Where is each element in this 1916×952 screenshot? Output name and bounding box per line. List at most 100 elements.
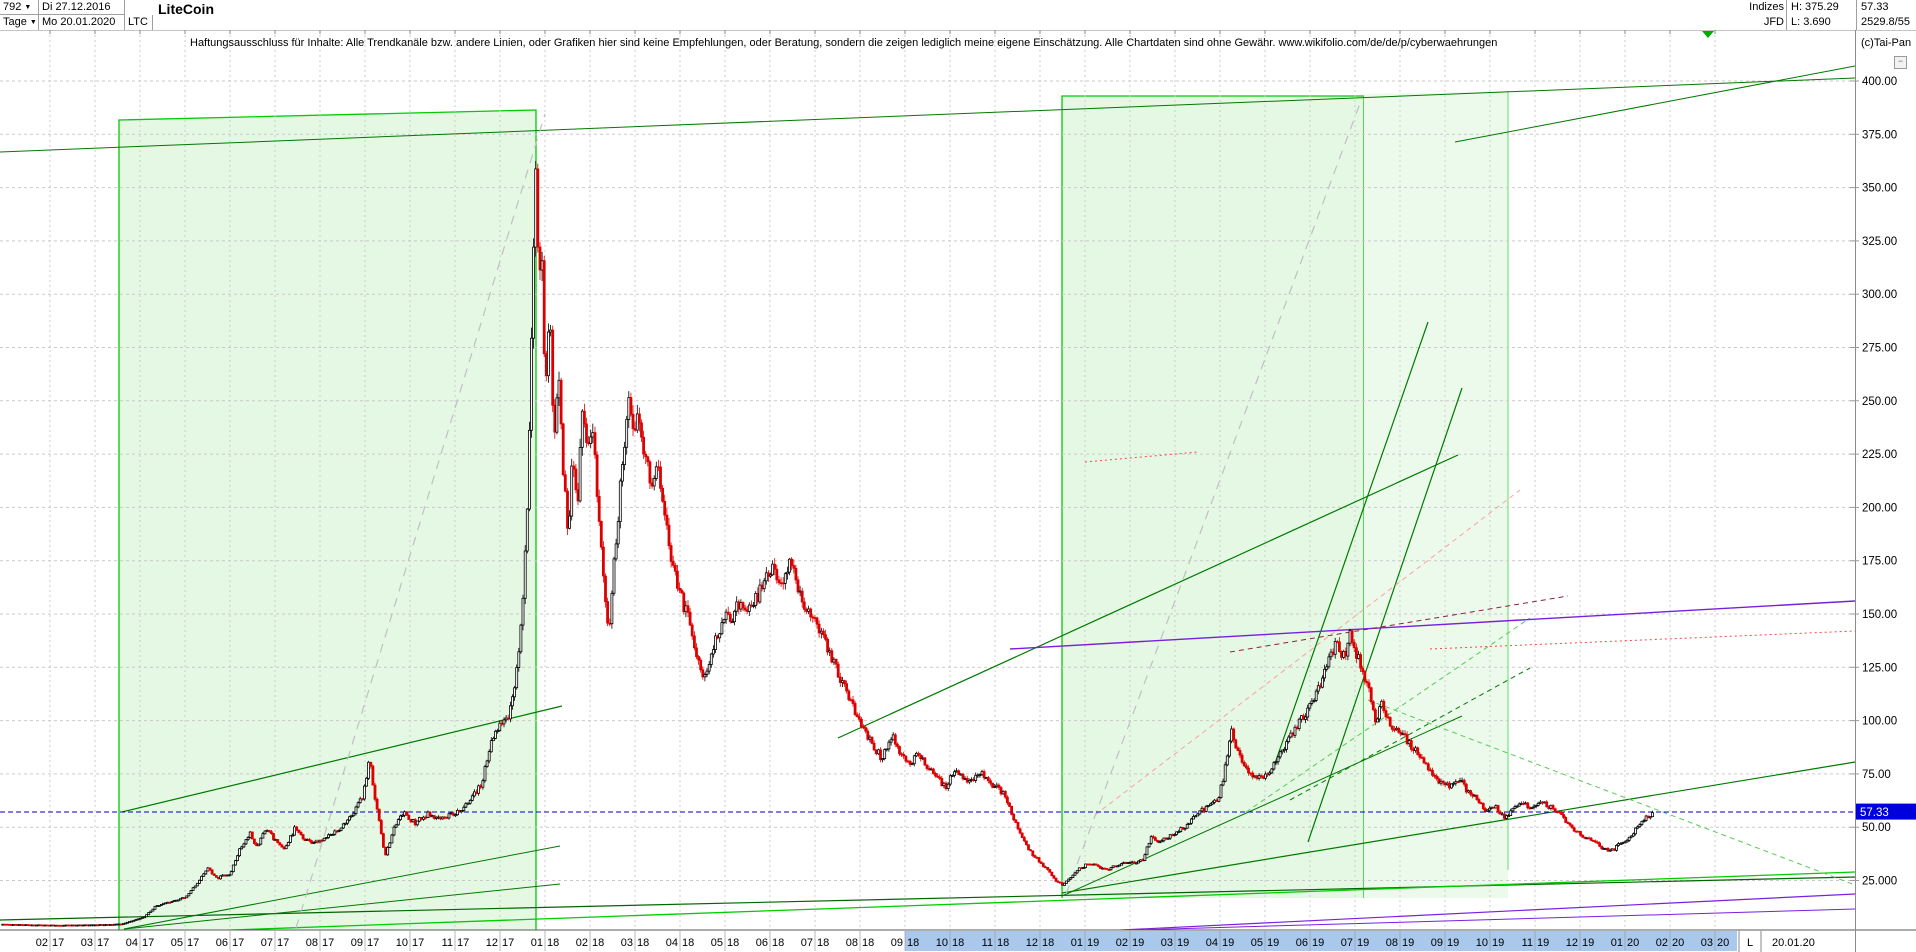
last-bar-date: 20.01.20 [1772, 937, 1815, 949]
x-axis-label-month: 04 [1206, 937, 1218, 949]
x-axis-label-month: 03 [1161, 937, 1173, 949]
collapse-panel-icon[interactable]: − [1894, 56, 1907, 69]
symbol-field[interactable]: LTC [125, 15, 153, 30]
date-from-field[interactable]: Di 27.12.2016 [39, 0, 125, 15]
y-axis-label: 375.00 [1862, 129, 1897, 141]
turnover-value: 2529.8/55 [1861, 16, 1910, 28]
x-axis-label-year: 20 [1672, 937, 1684, 949]
x-axis-label-month: 05 [171, 937, 183, 949]
x-axis-label-month: 01 [1611, 937, 1623, 949]
trend-line[interactable] [1271, 321, 1429, 773]
trend-line[interactable] [0, 77, 1856, 153]
x-axis-label-month: 03 [1701, 937, 1713, 949]
chevron-down-icon: ▼ [24, 4, 32, 11]
x-axis-label-month: 11 [1522, 937, 1533, 949]
candlestick-series[interactable] [1, 160, 1654, 927]
x-axis-label-month: 02 [576, 937, 588, 949]
y-axis-label: 100.00 [1862, 716, 1897, 728]
x-axis-label-month: 01 [531, 937, 543, 949]
current-price-marker [1856, 803, 1916, 820]
x-axis-label-month: 12 [1026, 937, 1038, 949]
x-axis-label-month: 08 [306, 937, 318, 949]
period-dropdown[interactable]: Tage ▼ [0, 15, 39, 30]
x-axis-label-year: 17 [97, 937, 109, 949]
bars-count-dropdown[interactable]: 792 ▼ [0, 0, 39, 15]
period-low-value: L: 3.690 [1791, 16, 1831, 28]
provider-label: JFD [1763, 16, 1784, 28]
trend-line[interactable] [123, 845, 561, 930]
x-axis-label-month: 10 [936, 937, 948, 949]
x-axis-label-year: 18 [862, 937, 874, 949]
y-axis-label: 250.00 [1862, 396, 1897, 408]
trend-line[interactable] [123, 883, 561, 930]
timeline-marker-icon [1702, 31, 1714, 38]
trend-line[interactable] [1367, 699, 1856, 886]
trend-line[interactable] [1061, 715, 1463, 897]
x-axis-label-month: 06 [1296, 937, 1308, 949]
trend-line[interactable] [1229, 595, 1569, 653]
y-axis-panel [1856, 30, 1916, 952]
trend-line[interactable] [1289, 667, 1531, 801]
date-to-field[interactable]: Mo 20.01.2020 [39, 15, 125, 30]
x-axis-label-month: 03 [81, 937, 93, 949]
y-axis-label: 50.00 [1862, 822, 1891, 834]
trend-line[interactable] [295, 113, 546, 929]
x-axis-label-month: 02 [1656, 937, 1668, 949]
last-price-column: 57.33 2529.8/55 [1856, 0, 1916, 30]
x-axis-label-year: 17 [322, 937, 334, 949]
indizes-label: Indizes [1749, 1, 1784, 13]
x-axis-label-year: 18 [907, 937, 919, 949]
trend-line[interactable] [1009, 600, 1856, 650]
x-axis-label-year: 19 [1582, 937, 1594, 949]
copyright-label: (c)Tai-Pan [1859, 37, 1914, 49]
x-axis-label-year: 19 [1177, 937, 1189, 949]
selected-range-highlight[interactable] [905, 931, 1737, 951]
x-axis-label-year: 17 [187, 937, 199, 949]
x-axis-label-year: 19 [1132, 937, 1144, 949]
x-axis-label-year: 17 [277, 937, 289, 949]
trend-line[interactable] [1061, 761, 1856, 894]
trend-line[interactable] [1454, 65, 1856, 143]
x-axis-label-month: 07 [1341, 937, 1353, 949]
y-axis-label: 300.00 [1862, 289, 1897, 301]
x-axis-label-year: 19 [1222, 937, 1234, 949]
x-axis-label-month: 02 [36, 937, 48, 949]
x-axis-label-year: 18 [592, 937, 604, 949]
x-axis-label-year: 18 [547, 937, 559, 949]
y-axis-label: 275.00 [1862, 343, 1897, 355]
trend-box-edge [118, 109, 537, 930]
x-axis-label-year: 18 [637, 937, 649, 949]
x-axis-label-year: 19 [1357, 937, 1369, 949]
period-high-value: H: 375.29 [1791, 1, 1839, 13]
x-axis-label-year: 17 [52, 937, 64, 949]
x-axis-label-month: 08 [846, 937, 858, 949]
trend-line[interactable] [1065, 97, 1363, 895]
chart-header: 792 ▼ Di 27.12.2016 Tage ▼ Mo 20.01.2020… [0, 0, 1916, 30]
x-axis-label-month: 05 [1251, 937, 1263, 949]
trend-box [119, 110, 536, 930]
x-axis-label-month: 03 [621, 937, 633, 949]
trend-line[interactable] [1084, 451, 1199, 463]
index-provider-column: Indizes JFD [1700, 0, 1788, 30]
x-axis-label-month: 09 [1431, 937, 1443, 949]
trend-line[interactable] [1099, 908, 1856, 932]
trend-line[interactable] [0, 876, 1856, 921]
trend-line[interactable] [121, 705, 563, 813]
trend-line[interactable] [118, 871, 1856, 935]
trend-line[interactable] [1094, 489, 1521, 816]
x-axis-label-month: 04 [126, 937, 138, 949]
x-axis-label-year: 18 [772, 937, 784, 949]
x-axis-label-month: 01 [1071, 937, 1083, 949]
x-axis-label-month: 12 [486, 937, 498, 949]
trend-line[interactable] [837, 454, 1459, 739]
x-axis-label-month: 11 [442, 937, 453, 949]
x-axis-label-year: 19 [1402, 937, 1414, 949]
trend-line[interactable] [1429, 630, 1856, 650]
instrument-title: LiteCoin [158, 1, 220, 17]
trend-line[interactable] [1307, 387, 1463, 843]
x-axis-label-year: 17 [412, 937, 424, 949]
x-axis-label-year: 18 [997, 937, 1009, 949]
x-axis-label-month: 02 [1116, 937, 1128, 949]
